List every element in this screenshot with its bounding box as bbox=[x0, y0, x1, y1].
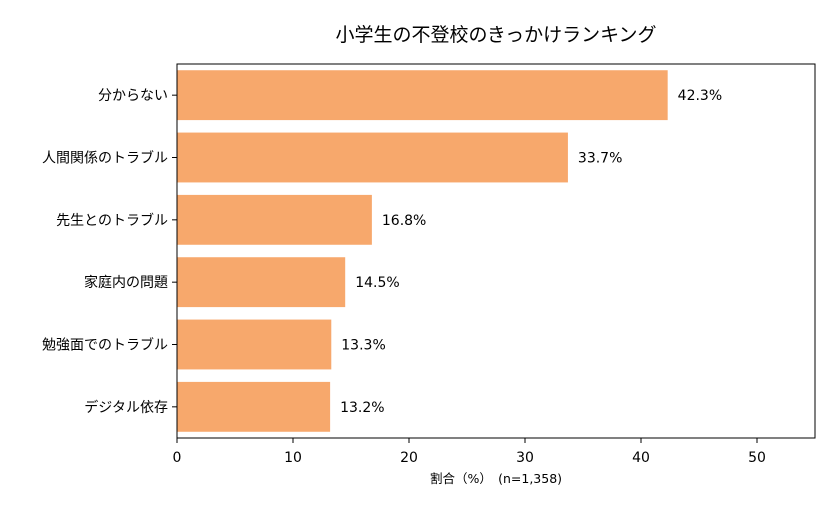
x-tick-label-1: 10 bbox=[284, 450, 302, 466]
plot-frame bbox=[176, 63, 816, 439]
chart-title: 小学生の不登校のきっかけランキング bbox=[335, 24, 656, 46]
x-tick-label-3: 30 bbox=[516, 450, 534, 466]
bar-3 bbox=[177, 257, 346, 308]
value-label-4: 13.3% bbox=[341, 338, 385, 354]
bar-0 bbox=[177, 70, 668, 121]
value-label-1: 33.7% bbox=[578, 151, 622, 167]
bar-5 bbox=[177, 381, 331, 432]
bar-2 bbox=[177, 194, 372, 245]
x-tick-label-5: 50 bbox=[748, 450, 766, 466]
category-label-4: 勉強面でのトラブル bbox=[42, 337, 168, 354]
bar-1 bbox=[177, 132, 568, 183]
category-label-1: 人間関係のトラブル bbox=[42, 150, 168, 167]
category-labels: 分からない人間関係のトラブル先生とのトラブル家庭内の問題勉強面でのトラブルデジタ… bbox=[42, 88, 177, 416]
value-label-0: 42.3% bbox=[678, 88, 722, 104]
x-tick-label-2: 20 bbox=[400, 450, 418, 466]
x-axis-label: 割合（%） (n=1,358) bbox=[430, 471, 562, 486]
category-label-5: デジタル依存 bbox=[84, 399, 168, 416]
category-label-3: 家庭内の問題 bbox=[84, 274, 168, 291]
value-label-5: 13.2% bbox=[340, 400, 384, 416]
value-label-3: 14.5% bbox=[355, 275, 399, 291]
category-label-0: 分からない bbox=[98, 88, 168, 104]
value-label-2: 16.8% bbox=[382, 213, 426, 229]
value-labels: 42.3% 33.7% 16.8% 14.5% 13.3% 13.2% bbox=[340, 88, 722, 416]
x-tick-label-4: 40 bbox=[632, 450, 650, 466]
x-axis-ticks: 0 10 20 30 40 50 bbox=[173, 438, 766, 466]
category-label-2: 先生とのトラブル bbox=[56, 212, 168, 229]
bars-group bbox=[177, 70, 668, 432]
bar-4 bbox=[177, 319, 332, 370]
x-tick-label-0: 0 bbox=[173, 450, 182, 466]
